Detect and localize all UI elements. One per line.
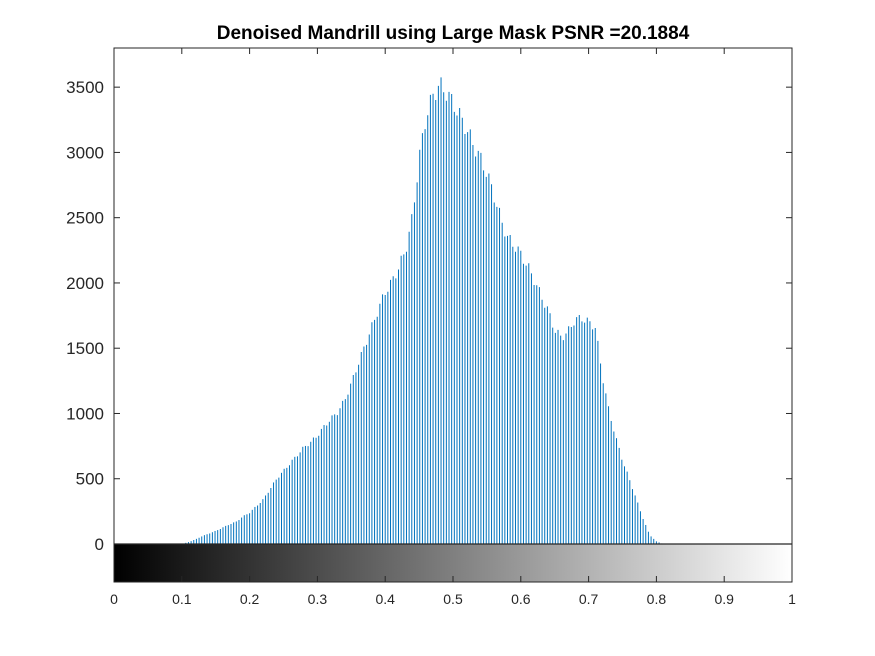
- y-tick-label: 3000: [66, 143, 104, 162]
- histogram-bars: [182, 77, 663, 544]
- plot-area: [114, 48, 792, 544]
- y-tick-label: 2500: [66, 209, 104, 228]
- x-tick-label: 0.4: [375, 591, 395, 607]
- x-tick-label: 0.1: [172, 591, 192, 607]
- x-tick-label: 0.2: [240, 591, 260, 607]
- x-tick-label: 0.3: [308, 591, 328, 607]
- x-tick-label: 0.7: [579, 591, 599, 607]
- y-tick-label: 2000: [66, 274, 104, 293]
- x-tick-label: 0.8: [647, 591, 667, 607]
- y-tick-label: 3500: [66, 78, 104, 97]
- y-tick-label: 1000: [66, 404, 104, 423]
- y-tick-label: 1500: [66, 339, 104, 358]
- x-axis: 0 0.1 0.2 0.3 0.4 0.5 0.6 0.7 0.8 0.9 1: [110, 48, 796, 607]
- y-tick-label: 0: [95, 535, 104, 554]
- y-tick-label: 500: [76, 470, 104, 489]
- x-tick-label: 0.9: [714, 591, 734, 607]
- x-tick-label: 1: [788, 591, 796, 607]
- x-tick-label: 0: [110, 591, 118, 607]
- y-axis: 0 500 1000 1500 2000 2500 3000 3500: [66, 78, 792, 554]
- grayscale-colorbar: [114, 544, 792, 582]
- chart-title: Denoised Mandrill using Large Mask PSNR …: [217, 23, 690, 44]
- x-tick-label: 0.6: [511, 591, 531, 607]
- x-tick-label: 0.5: [443, 591, 463, 607]
